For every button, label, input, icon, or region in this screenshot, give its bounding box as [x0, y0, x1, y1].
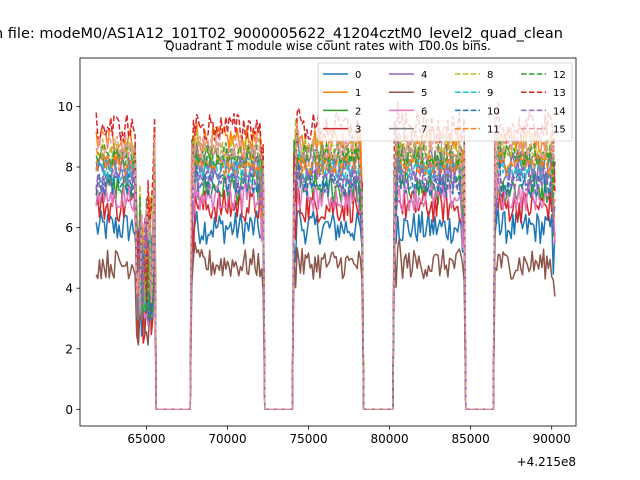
legend-label-11: 11: [487, 125, 500, 136]
series-line-2: [95, 154, 556, 411]
x-tick-label: 90000: [533, 432, 571, 446]
legend-label-0: 0: [355, 70, 361, 81]
y-tick-label: 6: [65, 221, 73, 235]
series-line-3: [95, 181, 556, 411]
legend-label-3: 3: [355, 125, 361, 136]
legend-label-12: 12: [553, 70, 566, 81]
legend-label-14: 14: [553, 106, 566, 117]
legend-label-10: 10: [487, 106, 500, 117]
series-line-10: [95, 161, 556, 411]
x-offset-label: +4.215e8: [517, 455, 576, 469]
legend-label-6: 6: [421, 106, 427, 117]
axis-ticks: 65000 70000 75000 80000 85000 90000 0 2 4 6 8 10: [58, 100, 571, 446]
x-tick-label: 70000: [208, 432, 246, 446]
legend-label-7: 7: [421, 125, 427, 136]
legend-label-2: 2: [355, 106, 361, 117]
legend-label-1: 1: [355, 88, 361, 99]
x-tick-label: 80000: [371, 432, 409, 446]
chart-title: Quadrant 1 module wise count rates with …: [165, 39, 491, 53]
series-line-0: [95, 208, 556, 411]
y-tick-label: 4: [65, 282, 73, 296]
x-tick-label: 85000: [452, 432, 490, 446]
axes-frame: [79, 57, 577, 427]
y-tick-label: 0: [65, 403, 73, 417]
series-line-14: [95, 156, 556, 411]
y-tick-label: 10: [58, 100, 73, 114]
legend-label-4: 4: [421, 70, 427, 81]
y-tick-label: 2: [65, 342, 73, 356]
legend-label-5: 5: [421, 88, 427, 99]
x-tick-label: 65000: [127, 432, 165, 446]
plot-area: [95, 101, 556, 411]
x-tick-label: 75000: [289, 432, 327, 446]
series-line-5: [95, 237, 556, 411]
legend-label-9: 9: [487, 88, 493, 99]
legend-label-13: 13: [553, 88, 566, 99]
series-line-15: [95, 114, 556, 411]
legend-label-15: 15: [553, 125, 566, 136]
legend-box: [317, 62, 573, 142]
legend-label-8: 8: [487, 70, 493, 81]
chart-suptitle: n file: modeM0/AS1A12_101T02_9000005622_…: [0, 26, 563, 42]
y-tick-label: 8: [65, 161, 73, 175]
series-line-12: [95, 139, 556, 411]
